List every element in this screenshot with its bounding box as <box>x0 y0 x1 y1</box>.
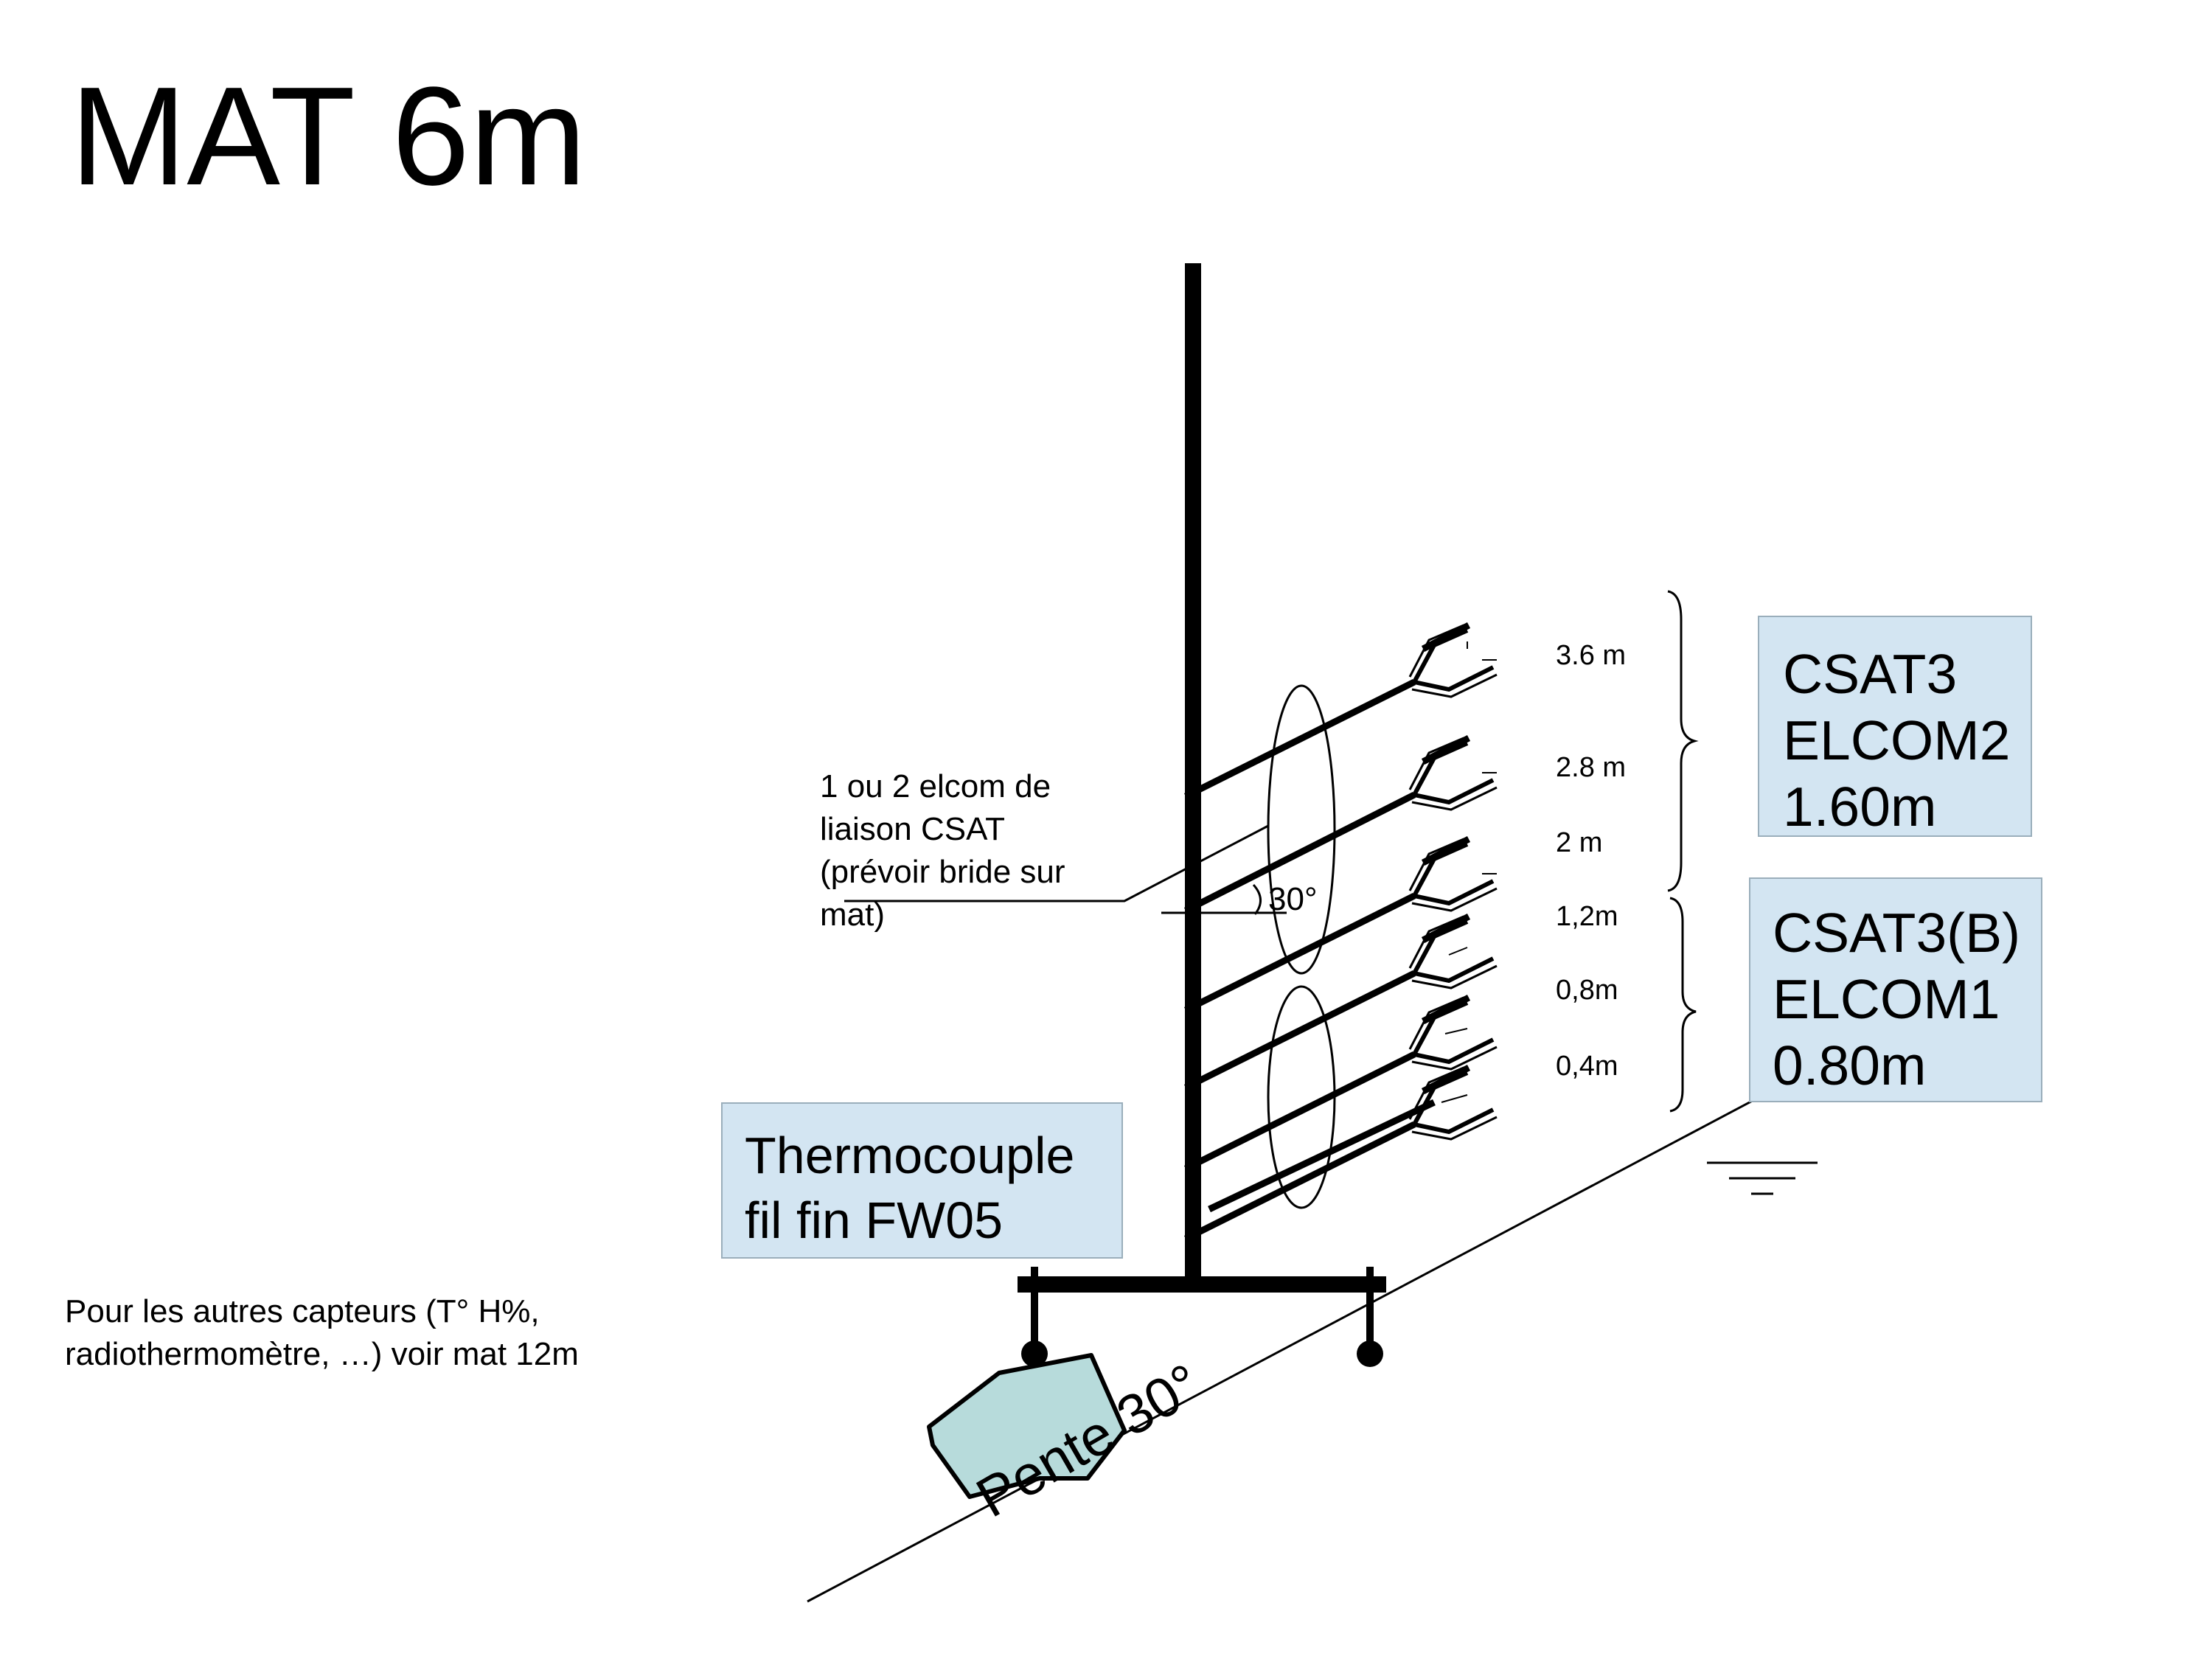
height-label-0-4: 0,4m <box>1556 1051 1618 1082</box>
ellipse-lower <box>1267 985 1336 1209</box>
angle-arc <box>1252 883 1262 915</box>
sensor-arm-0-8 <box>1183 995 1498 1172</box>
height-label-2-8: 2.8 m <box>1556 752 1627 783</box>
elcom-leader-line <box>844 824 1269 902</box>
foot-left <box>1021 1340 1048 1367</box>
height-label-2: 2 m <box>1556 827 1603 858</box>
sensor-arm-2 <box>1183 836 1498 1014</box>
elcom-annotation-line: (prévoir bride sur <box>820 854 1065 890</box>
elcom-annotation: 1 ou 2 elcom de liaison CSAT (prévoir br… <box>820 765 1065 936</box>
sensor-arm-2-8 <box>1183 735 1498 914</box>
height-label-3-6: 3.6 m <box>1556 640 1627 671</box>
height-label-1-2: 1,2m <box>1556 901 1618 932</box>
elcom-annotation-line: liaison CSAT <box>820 811 1006 847</box>
csat3b-elcom1-line: 0.80m <box>1773 1034 1927 1096</box>
thermocouple-box: Thermocouple fil fin FW05 <box>721 1102 1123 1259</box>
other-sensors-note: Pour les autres capteurs (T° H%, radioth… <box>65 1290 579 1376</box>
ground-symbol <box>1707 1161 1818 1195</box>
mast-feet <box>1031 1267 1374 1349</box>
ellipse-upper <box>1267 684 1336 975</box>
page-title: MAT 6m <box>70 58 587 215</box>
sensor-arm-3-6 <box>1183 622 1498 800</box>
elcom-annotation-line: mat) <box>820 897 885 933</box>
brace-lower <box>1669 897 1697 1113</box>
foot-right <box>1357 1340 1383 1367</box>
thermocouple-line: fil fin FW05 <box>745 1192 1004 1249</box>
csat3b-elcom1-line: ELCOM1 <box>1773 968 2000 1030</box>
csat3-elcom2-line: CSAT3 <box>1783 643 1958 705</box>
csat3-elcom2-box: CSAT3 ELCOM2 1.60m <box>1758 616 2032 838</box>
csat3b-elcom1-box: CSAT3(B) ELCOM1 0.80m <box>1749 877 2042 1102</box>
brace-upper <box>1667 590 1699 892</box>
csat3b-elcom1-line: CSAT3(B) <box>1773 902 2021 964</box>
csat3-elcom2-line: 1.60m <box>1783 776 1937 838</box>
other-sensors-line: Pour les autres capteurs (T° H%, <box>65 1293 540 1329</box>
other-sensors-line: radiothermomètre, …) voir mat 12m <box>65 1336 579 1372</box>
ground-slope-line <box>807 1082 1785 1603</box>
height-label-0-8: 0,8m <box>1556 975 1618 1006</box>
sensor-arms <box>1183 622 1498 1242</box>
elcom-annotation-line: 1 ou 2 elcom de <box>820 768 1051 804</box>
thermocouple-line: Thermocouple <box>745 1127 1075 1184</box>
rock <box>927 1353 1127 1499</box>
sensor-arm-0-4 <box>1183 1065 1498 1242</box>
csat3-elcom2-line: ELCOM2 <box>1783 709 2011 771</box>
angle-label: 30° <box>1268 881 1318 917</box>
sensor-arm-1-2 <box>1183 914 1498 1091</box>
